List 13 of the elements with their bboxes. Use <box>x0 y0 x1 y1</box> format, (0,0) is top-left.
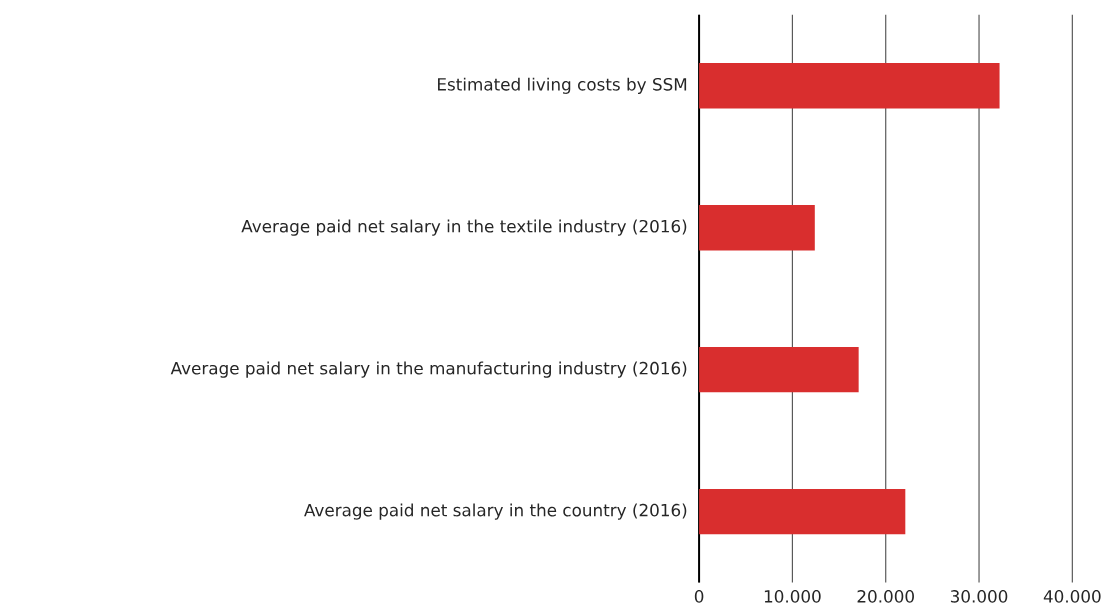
bar <box>699 346 859 393</box>
x-tick-label: 0 <box>694 589 704 603</box>
y-tick-label: Average paid net salary in the country (2016) <box>304 503 687 520</box>
x-tick-label: 40.000 <box>1043 589 1101 603</box>
bar <box>699 62 1000 109</box>
bar <box>699 204 815 251</box>
x-tick-label: 20.000 <box>857 589 914 603</box>
x-tick-label: 10.000 <box>764 589 821 603</box>
y-tick-label: Average paid net salary in the textile industry (2016) <box>241 219 687 236</box>
y-tick-label: Estimated living costs by SSM <box>438 77 687 94</box>
bar <box>699 488 906 535</box>
y-tick-label: Average paid net salary in the manufacturing industry (2016) <box>170 361 687 378</box>
x-tick-label: 30.000 <box>950 589 1008 603</box>
